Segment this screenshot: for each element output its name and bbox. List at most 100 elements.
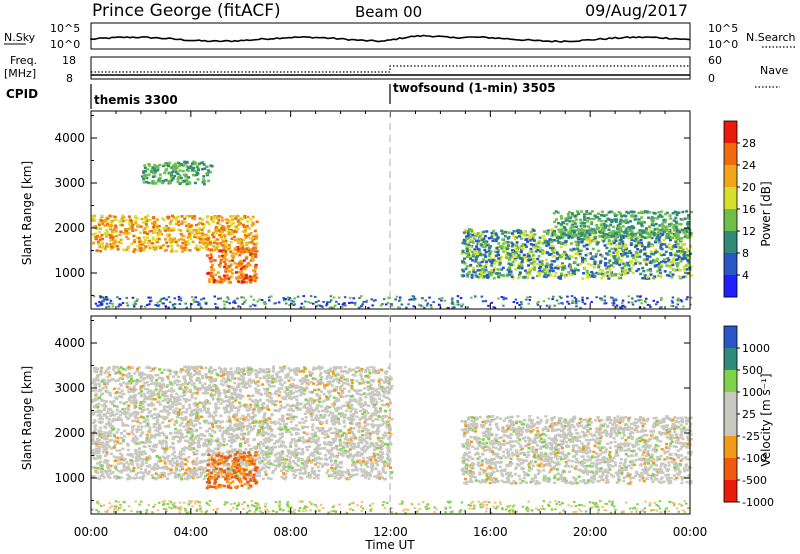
range-gate-cell — [222, 225, 226, 229]
range-gate-cell — [173, 162, 177, 166]
ground-scatter-cell — [249, 295, 253, 298]
range-gate-cell — [346, 382, 350, 386]
range-gate-cell — [487, 249, 491, 253]
range-gate-cell — [237, 383, 241, 386]
range-gate-cell — [134, 228, 138, 232]
range-gate-cell — [480, 231, 484, 234]
ground-scatter-cell — [329, 295, 333, 298]
range-gate-cell — [108, 214, 112, 218]
range-gate-cell — [186, 229, 190, 233]
range-gate-cell — [255, 250, 259, 253]
range-gate-cell — [150, 168, 154, 172]
range-gate-cell — [686, 236, 690, 239]
range-gate-cell — [179, 232, 183, 236]
range-gate-cell — [306, 448, 310, 452]
range-gate-cell — [683, 251, 687, 254]
range-gate-cell — [545, 262, 549, 265]
ground-scatter-cell — [360, 295, 363, 298]
range-gate-cell — [597, 226, 601, 230]
range-gate-cell — [249, 278, 253, 282]
range-gate-cell — [177, 161, 181, 165]
range-gate-cell — [658, 274, 662, 277]
range-gate-cell — [501, 266, 505, 270]
range-gate-cell — [492, 269, 496, 272]
range-gate-cell — [533, 266, 537, 269]
ground-scatter-cell — [350, 301, 354, 304]
range-gate-cell — [201, 222, 205, 226]
ground-scatter-cell — [149, 296, 152, 299]
range-gate-cell — [193, 161, 197, 164]
range-gate-cell — [498, 272, 501, 275]
range-gate-cell — [279, 458, 282, 462]
range-gate-cell — [355, 379, 359, 383]
range-gate-cell — [103, 247, 107, 251]
range-gate-cell — [573, 267, 577, 270]
range-gate-cell — [97, 223, 101, 227]
ground-scatter-cell — [118, 303, 121, 306]
range-gate-cell — [171, 227, 175, 230]
range-gate-cell — [675, 262, 679, 265]
range-gate-cell — [573, 235, 576, 238]
range-gate-cell — [141, 221, 145, 224]
range-gate-cell — [280, 450, 284, 453]
range-gate-cell — [330, 417, 334, 420]
range-gate-cell — [675, 229, 679, 232]
range-gate-cell — [190, 231, 194, 234]
range-gate-cell — [226, 466, 230, 469]
range-gate-cell — [318, 420, 321, 423]
range-gate-cell — [540, 270, 544, 273]
range-gate-cell — [485, 230, 489, 233]
range-gate-cell — [635, 240, 639, 243]
range-gate-cell — [316, 477, 320, 480]
range-gate-cell — [657, 266, 661, 269]
range-gate-cell — [95, 369, 99, 373]
range-gate-cell — [303, 367, 307, 371]
range-gate-cell — [534, 242, 538, 245]
range-gate-cell — [641, 277, 645, 280]
range-gate-cell — [385, 456, 389, 460]
range-gate-cell — [380, 443, 384, 446]
range-gate-cell — [532, 229, 536, 232]
range-gate-cell — [613, 255, 617, 258]
range-gate-cell — [105, 453, 109, 456]
range-gate-cell — [630, 230, 634, 234]
range-gate-cell — [609, 264, 613, 267]
range-gate-cell — [659, 271, 662, 274]
range-gate-cell — [251, 409, 255, 412]
range-gate-cell — [607, 236, 611, 239]
range-gate-cell — [609, 270, 612, 273]
range-gate-cell — [472, 268, 476, 272]
range-gate-cell — [255, 276, 259, 280]
range-gate-cell — [122, 248, 126, 251]
range-gate-cell — [193, 467, 196, 470]
range-gate-cell — [234, 246, 238, 250]
range-gate-cell — [222, 257, 226, 260]
range-gate-cell — [651, 259, 655, 262]
range-gate-cell — [174, 456, 178, 460]
range-gate-cell — [231, 259, 235, 262]
range-gate-cell — [522, 232, 525, 236]
range-gate-cell — [582, 244, 586, 248]
range-gate-cell — [351, 431, 355, 434]
range-gate-cell — [233, 389, 237, 393]
range-gate-cell — [265, 374, 269, 377]
ground-scatter-cell — [581, 296, 584, 299]
range-gate-cell — [182, 449, 186, 452]
ground-scatter-cell — [101, 296, 105, 299]
range-gate-cell — [641, 231, 644, 234]
range-gate-cell — [232, 235, 236, 239]
range-gate-cell — [170, 401, 174, 404]
range-gate-cell — [561, 267, 565, 270]
range-gate-cell — [379, 454, 383, 457]
range-gate-cell — [141, 175, 145, 178]
range-gate-cell — [375, 428, 379, 431]
range-gate-cell — [313, 469, 317, 473]
range-gate-cell — [630, 232, 634, 236]
range-gate-cell — [237, 270, 241, 274]
ground-scatter-cell — [640, 302, 643, 305]
range-gate-cell — [239, 404, 243, 407]
range-gate-cell — [134, 401, 138, 405]
range-gate-cell — [376, 426, 380, 430]
range-gate-cell — [656, 227, 660, 230]
